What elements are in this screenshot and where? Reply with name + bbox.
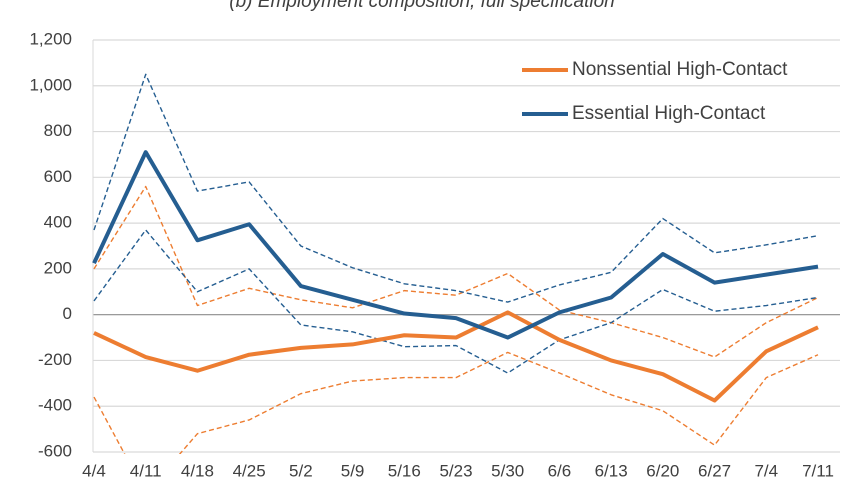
plot-area	[92, 73, 819, 454]
x-tick-label: 5/23	[439, 461, 472, 480]
band-line	[93, 73, 819, 303]
grid: -600 -400 -200 0 200 400 600 800 1,000 1,200 4/4 4/…	[29, 29, 840, 480]
x-tick-label: 5/9	[341, 461, 365, 480]
y-tick-label: 1,000	[29, 75, 72, 94]
y-tick-label: -600	[38, 441, 72, 460]
y-tick-label: -200	[38, 350, 72, 369]
x-tick-label: 4/18	[181, 461, 214, 480]
x-tick-label: 5/16	[388, 461, 421, 480]
chart-title: (b) Employment composition, full specifi…	[229, 0, 614, 12]
x-tick-label: 5/30	[491, 461, 524, 480]
x-tick-label: 5/2	[289, 461, 313, 480]
legend-label: Essential High-Contact	[572, 103, 766, 124]
x-tick-label: 4/11	[130, 461, 162, 480]
x-tick-label: 4/4	[82, 461, 106, 480]
series-line	[93, 310, 819, 403]
y-tick-label: 0	[63, 304, 72, 323]
legend-label: Nonssential High-Contact	[572, 59, 788, 80]
band-line	[93, 351, 819, 454]
x-tick-label: 7/11	[802, 461, 834, 480]
x-tick-label: 6/13	[595, 461, 628, 480]
x-tick-label: 4/25	[233, 461, 266, 480]
y-tick-label: 600	[44, 167, 72, 186]
y-tick-label: 800	[44, 121, 72, 140]
x-tick-label: 7/4	[754, 461, 778, 480]
series-line	[92, 150, 819, 340]
y-tick-label: -400	[38, 396, 72, 415]
x-tick-label: 6/6	[548, 461, 572, 480]
x-tick-label: 6/20	[646, 461, 679, 480]
legend: Nonssential High-Contact Essential High-C…	[522, 59, 788, 124]
band-line	[93, 185, 819, 358]
y-tick-label: 400	[44, 213, 72, 232]
x-tick-label: 6/27	[698, 461, 731, 480]
y-tick-label: 200	[44, 258, 72, 277]
y-tick-label: 1,200	[29, 29, 72, 48]
band-line	[93, 229, 819, 374]
